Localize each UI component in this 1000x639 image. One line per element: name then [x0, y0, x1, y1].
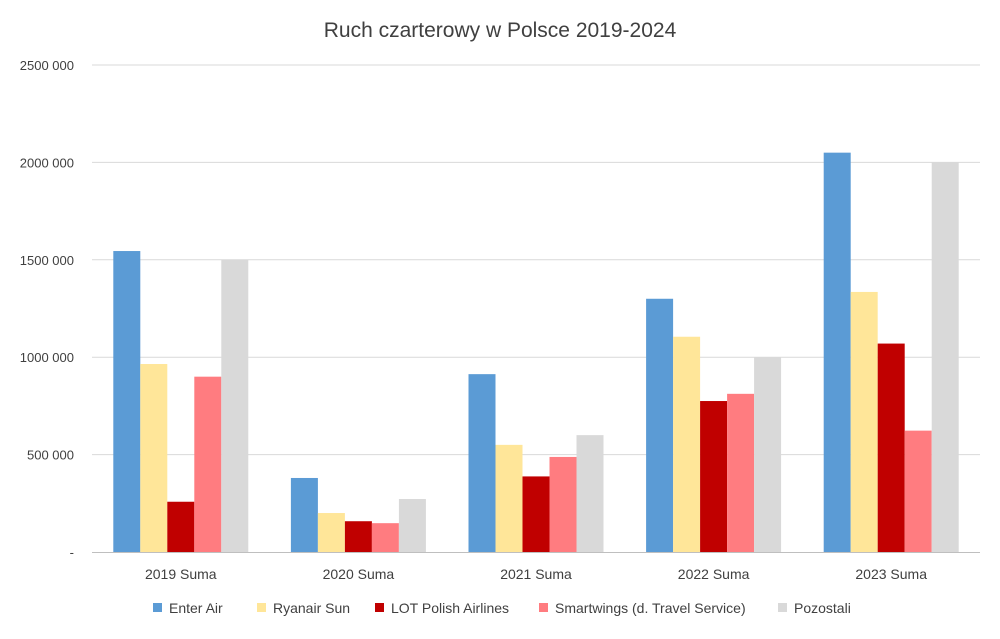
y-tick-label: -: [70, 545, 74, 560]
legend-label: Pozostali: [794, 600, 851, 616]
chart-title: Ruch czarterowy w Polsce 2019-2024: [324, 19, 677, 42]
y-tick-label: 500 000: [27, 448, 74, 463]
bar: [754, 357, 782, 552]
y-axis-tick-labels: - 500 000 1000 000 1500 000 2000 000 2500 000: [20, 58, 74, 560]
y-tick-label: 1000 000: [20, 350, 74, 365]
bar: [673, 336, 701, 552]
bar: [850, 291, 878, 552]
x-category-label: 2019 Suma: [145, 566, 217, 582]
legend-label: LOT Polish Airlines: [391, 600, 509, 616]
bars: [113, 152, 959, 552]
legend-label: Ryanair Sun: [273, 600, 350, 616]
bar: [727, 393, 755, 552]
bar: [371, 523, 399, 552]
bar: [221, 259, 249, 552]
bar: [823, 152, 851, 552]
legend-label: Smartwings (d. Travel Service): [555, 600, 746, 616]
bar: [931, 162, 959, 552]
bar: [113, 251, 141, 552]
bar: [904, 430, 932, 552]
legend-swatch: [375, 603, 384, 612]
bar: [495, 444, 523, 552]
bar: [290, 477, 318, 552]
legend-swatch: [539, 603, 548, 612]
legend-label: Enter Air: [169, 600, 223, 616]
y-tick-label: 2500 000: [20, 58, 74, 73]
bar: [646, 298, 674, 552]
legend-swatch: [778, 603, 787, 612]
bar: [576, 435, 604, 552]
bar: [522, 476, 550, 552]
y-tick-label: 2000 000: [20, 155, 74, 170]
legend: Enter Air Ryanair Sun LOT Polish Airlines S…: [153, 600, 851, 616]
bar: [344, 521, 372, 552]
bar: [468, 374, 496, 552]
x-category-label: 2020 Suma: [323, 566, 395, 582]
x-category-label: 2021 Suma: [500, 566, 572, 582]
bar: [317, 513, 345, 552]
bar: [398, 499, 426, 552]
bar: [167, 501, 195, 552]
bar: [700, 401, 728, 552]
bar: [549, 456, 577, 552]
x-axis-category-labels: 2019 Suma 2020 Suma 2021 Suma 2022 Suma 2023…: [145, 566, 927, 582]
x-category-label: 2022 Suma: [678, 566, 750, 582]
y-tick-label: 1500 000: [20, 253, 74, 268]
bar: [140, 364, 168, 552]
legend-swatch: [257, 603, 266, 612]
bar: [877, 343, 905, 552]
bar: [194, 376, 222, 552]
legend-swatch: [153, 603, 162, 612]
x-category-label: 2023 Suma: [855, 566, 927, 582]
